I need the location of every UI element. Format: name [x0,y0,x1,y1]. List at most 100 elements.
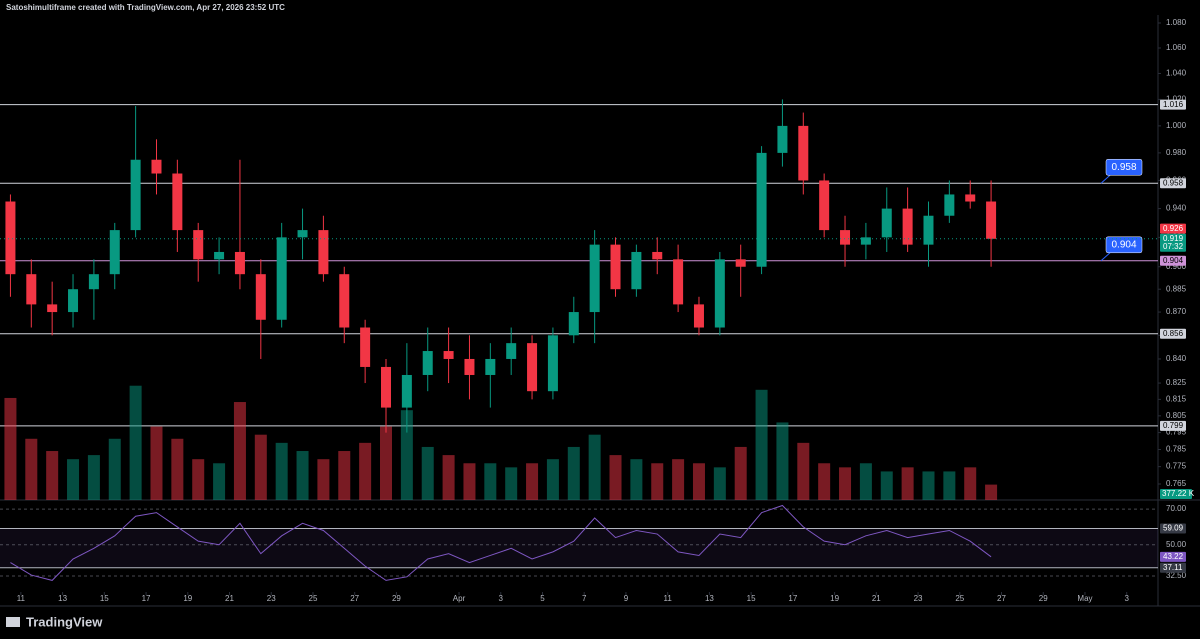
level-label-box [1160,178,1186,189]
volume-bar [651,463,664,500]
rsi-value-box [1160,551,1186,562]
y-tick-label: 0.840 [1166,354,1187,363]
x-tick-label: 27 [997,594,1006,603]
volume-bar [254,434,267,500]
candle-body [652,251,663,260]
candle-body [923,215,934,245]
candle-body [819,180,830,231]
volume-bar [734,446,747,500]
volume-bar [129,385,142,500]
candle-body [130,159,141,231]
volume-bar [567,446,580,500]
y-tick-label: 0.805 [1166,411,1187,420]
level-label: 0.799 [1163,421,1184,430]
candle-body [26,274,37,305]
rsi-tick-label: 70.00 [1166,504,1187,513]
x-tick-label: 29 [392,594,401,603]
candle-body [527,343,538,392]
candle-body [422,351,433,375]
candle-body [631,251,642,290]
indicator-box [1160,223,1186,234]
candle-body [68,289,79,313]
x-tick-label: 13 [705,594,714,603]
volume-bar [67,459,80,500]
callout-pointer [1100,252,1111,262]
volume-bar [442,455,455,500]
callout-pointer [1100,174,1111,184]
volume-bar [4,397,17,500]
x-tick-label: 7 [582,594,587,603]
x-tick-label: 17 [142,594,151,603]
candle-body [986,201,997,239]
volume-bar [672,459,685,500]
volume-bar [275,442,288,500]
volume-bar [296,451,309,500]
callout-label: 0.904 [1111,239,1136,250]
candle-body [777,125,788,153]
price-label: 0.919 [1163,234,1184,243]
volume-bar [46,451,59,500]
x-tick-label: 9 [624,594,629,603]
volume-bar [213,463,226,500]
x-tick-label: 23 [267,594,276,603]
level-label: 0.856 [1163,329,1184,338]
x-tick-label: 13 [58,594,67,603]
volume-bar [317,459,330,500]
y-tick-label: 1.040 [1166,69,1187,78]
candle-body [840,230,851,245]
candle-body [506,343,517,359]
y-tick-label: 0.825 [1166,378,1187,387]
x-tick-label: 25 [955,594,964,603]
x-tick-label: Apr [453,594,466,603]
candle-body [172,173,183,231]
candle-body [401,374,412,408]
candle-body [193,230,204,260]
rsi-band-label: 59.09 [1163,524,1184,533]
volume-bar [233,402,246,500]
volume-bar [901,467,914,500]
header: Satoshimultiframe created with TradingVi… [6,3,285,12]
volume-bar [171,438,184,500]
candle-body [714,259,725,328]
candle-body [318,230,329,275]
price-box [1160,233,1186,252]
volume-bar [588,434,601,500]
y-tick-label: 0.940 [1166,204,1187,213]
candle-body [214,251,225,260]
candle-body [360,327,371,367]
y-tick-label: 0.785 [1166,445,1187,454]
volume-bar [546,459,559,500]
candle-body [965,194,976,202]
volume-bar [400,410,413,500]
level-label: 0.904 [1163,256,1184,265]
brand: TradingView [26,614,103,629]
volume-bar [526,463,539,500]
volume-bar [609,455,622,500]
x-tick-label: 25 [309,594,318,603]
level-label-box [1160,420,1186,431]
candle-body [255,274,266,320]
candle-body [381,366,391,408]
candle-body [234,251,245,275]
rsi-band-box [1160,562,1186,573]
x-tick-label: 21 [872,594,881,603]
volume-bar [484,463,497,500]
volume-bar [150,426,163,500]
candle-body [485,358,496,375]
callout-box [1105,158,1143,176]
volume-bar [776,422,789,500]
y-tick-label: 1.080 [1166,18,1187,27]
volume-bar [859,463,872,500]
volume-bar [755,389,768,500]
rsi-line [10,504,992,581]
candle-body [881,208,892,238]
y-tick-label: 0.870 [1166,307,1187,316]
countdown: 07:32 [1163,242,1184,251]
volume-bar [964,467,977,500]
volume-label: 377.22 K [1162,489,1195,498]
volume-bar [943,471,956,500]
level-label: 1.016 [1163,100,1184,109]
y-tick-label: 0.815 [1166,394,1187,403]
candle-body [297,230,308,238]
volume-bar [818,463,831,500]
